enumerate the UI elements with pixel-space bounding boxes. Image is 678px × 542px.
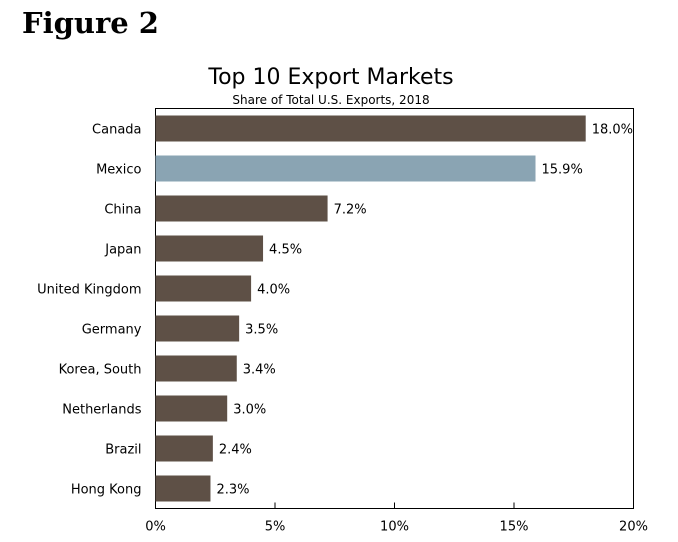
bar-germany — [155, 315, 240, 342]
bar-netherlands — [155, 395, 228, 422]
x-tick-label: 20% — [619, 520, 648, 535]
bar-china — [155, 195, 328, 222]
data-label: 4.0% — [257, 283, 290, 298]
x-tick-label: 5% — [265, 520, 286, 535]
bars-layer: Canada 18.0% Mexico 15.9% China 7.2% Japan 4.5%… — [37, 115, 633, 502]
data-label: 3.5% — [245, 323, 278, 338]
data-label: 4.5% — [269, 243, 302, 258]
x-axis: 0% 5% 10% 15% 20% — [145, 502, 648, 535]
data-label: 3.0% — [233, 403, 266, 418]
bar-united-kingdom — [155, 275, 252, 302]
data-label: 2.4% — [219, 443, 252, 458]
bar-canada — [155, 115, 586, 142]
bar-korea-south — [155, 355, 237, 382]
bar-hong-kong — [155, 475, 211, 502]
data-label: 18.0% — [592, 123, 633, 138]
x-tick-label: 15% — [500, 520, 529, 535]
category-label: China — [104, 203, 141, 218]
category-label: Mexico — [96, 163, 141, 178]
chart-subtitle: Share of Total U.S. Exports, 2018 — [232, 93, 429, 107]
category-label: Netherlands — [62, 403, 141, 418]
category-label: Japan — [104, 243, 141, 258]
bar-japan — [155, 235, 264, 262]
category-label: Germany — [82, 323, 142, 338]
data-label: 15.9% — [542, 163, 583, 178]
data-label: 3.4% — [243, 363, 276, 378]
category-label: United Kingdom — [37, 283, 141, 298]
category-label: Brazil — [105, 443, 141, 458]
figure-label: Figure 2 — [22, 6, 159, 40]
category-label: Canada — [92, 123, 141, 138]
data-label: 2.3% — [216, 483, 249, 498]
x-tick-label: 0% — [145, 520, 166, 535]
data-label: 7.2% — [334, 203, 367, 218]
chart-title: Top 10 Export Markets — [207, 65, 453, 90]
category-label: Hong Kong — [71, 483, 142, 498]
bar-mexico — [155, 155, 536, 182]
category-label: Korea, South — [59, 363, 142, 378]
x-tick-label: 10% — [380, 520, 409, 535]
bar-brazil — [155, 435, 213, 462]
